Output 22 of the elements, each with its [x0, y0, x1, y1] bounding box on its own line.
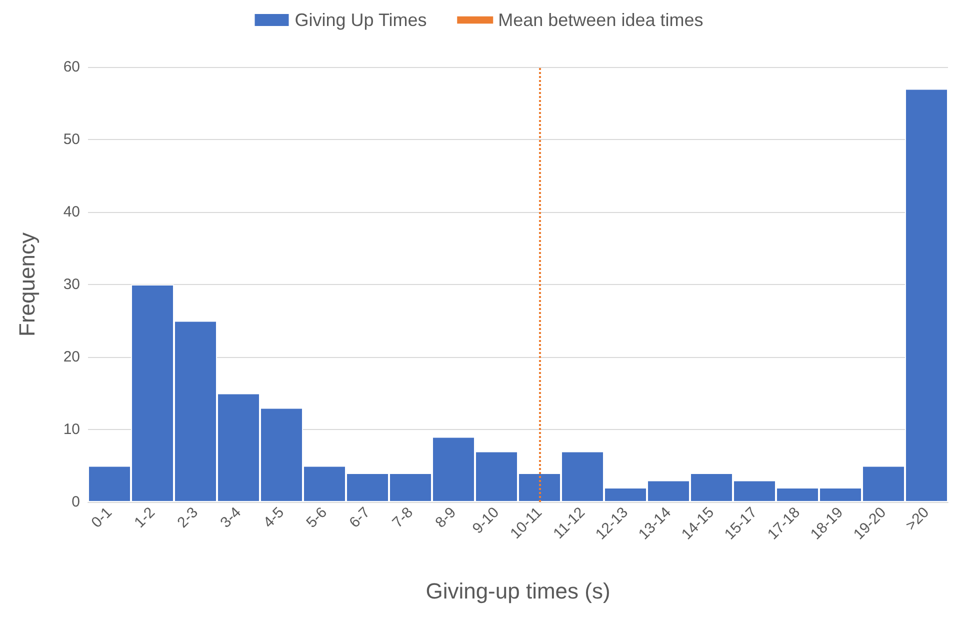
y-tick-label: 10: [63, 421, 80, 438]
x-tick-label: 7-8: [389, 504, 417, 532]
y-tick-label: 60: [63, 58, 80, 76]
x-axis-title: Giving-up times (s): [426, 578, 610, 604]
legend-label: Giving Up Times: [294, 10, 427, 30]
x-tick-label: 9-10: [469, 504, 503, 538]
y-tick-label: 0: [72, 494, 80, 510]
legend-label: Mean between idea times: [498, 10, 704, 30]
x-tick-label: 6-7: [346, 504, 374, 532]
y-axis-title: Frequency: [14, 232, 40, 336]
x-tick-label: 0-1: [88, 504, 116, 532]
x-tick-label: 8-9: [432, 504, 460, 532]
x-tick-label: 1-2: [131, 504, 159, 532]
y-tick-label: 30: [63, 276, 80, 293]
x-tick-label: 3-4: [217, 504, 245, 532]
x-tick-label: 5-6: [303, 504, 331, 532]
x-tick-label: >20: [902, 504, 933, 534]
y-tick-label: 40: [63, 204, 80, 220]
x-tick-label: 2-3: [174, 504, 202, 532]
y-tick-label: 50: [63, 131, 80, 148]
y-tick-label: 20: [63, 348, 80, 366]
x-tick-label: 4-5: [260, 504, 288, 532]
